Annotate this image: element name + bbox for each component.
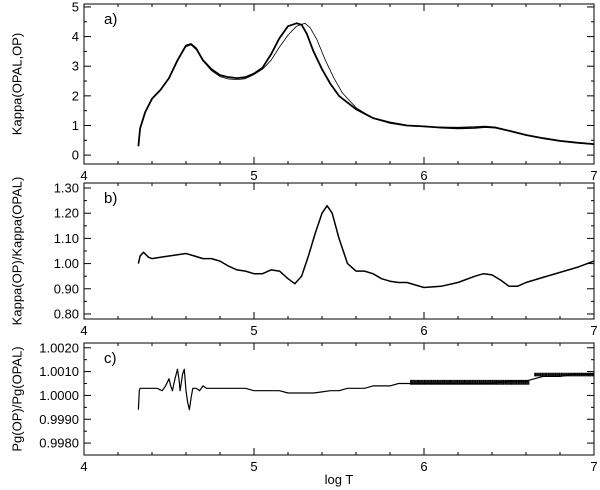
panel-c-noise-band-2 [534,372,594,377]
panel-a-ytick-label: 1 [72,118,79,133]
panel-c-series-1-line [137,368,594,411]
panel-a-ticks: 4 5 6 7 0 1 2 3 4 5 [72,0,598,183]
panel-c-series [137,368,594,411]
panel-a-ytick-label: 5 [72,0,79,14]
panel-b: b) Kappa(OP)/Kappa(OPAL) 4 5 6 7 0.80 0.90 1.0… [10,177,598,338]
panel-b-xtick-label: 7 [590,323,597,338]
panel-b-label: b) [104,190,117,207]
panel-c-xtick-label: 6 [420,459,427,474]
panel-b-ytick-label: 1.20 [54,206,79,221]
panel-c-xtick-label: 7 [590,459,597,474]
panel-c-ytick-label: 1.0000 [39,388,79,403]
panel-b-ylabel: Kappa(OP)/Kappa(OPAL) [10,177,25,326]
panel-b-xtick-label: 4 [80,323,87,338]
panel-c-ytick-label: 0.9990 [39,412,79,427]
panel-a-label: a) [104,11,117,28]
panel-a-xtick-label: 7 [590,168,597,183]
panel-a-series-2-line [138,22,595,147]
panel-c-label: c) [104,350,117,367]
panel-a-xtick-label: 5 [250,168,257,183]
panel-a-xtick-label: 4 [80,168,87,183]
panel-c-ytick-label: 1.0020 [39,340,79,355]
panel-b-xtick-label: 5 [250,323,257,338]
panel-c-ytick-label: 0.9980 [39,436,79,451]
panel-a-ytick-label: 0 [72,148,79,163]
panel-b-ytick-label: 0.80 [54,306,79,321]
panel-c-xtick-label: 5 [250,459,257,474]
panel-b-series-1-line [137,204,595,289]
panel-b-ytick-label: 1.30 [54,181,79,196]
panel-c-frame [83,342,595,456]
panel-a-ylabel: Kappa(OPAL,OP) [10,33,25,135]
panel-b-ytick-label: 1.00 [54,256,79,271]
panel-b-xtick-label: 6 [420,323,427,338]
panel-c-xtick-label: 4 [80,459,87,474]
panel-b-frame [83,182,595,320]
panel-c-ticks: 4 5 6 7 0.9980 0.9990 1.0000 1.0010 1.0020 [39,340,597,474]
panel-a-series-1-line [137,22,595,147]
panel-c-ytick-label: 1.0010 [39,364,79,379]
panel-a-ytick-label: 4 [72,29,79,44]
panel-b-ytick-label: 1.10 [54,231,79,246]
panel-b-ticks: 4 5 6 7 0.80 0.90 1.00 1.10 1.20 1.30 [54,181,598,338]
panel-c-ylabel: Pg(OP)/Pg(OPAL) [10,346,25,451]
panel-a-frame [83,3,595,165]
panel-a: a) Kappa(OPAL,OP) 4 5 6 7 0 1 2 3 4 5 [10,0,598,183]
panel-a-series [137,22,595,147]
panel-b-ytick-label: 0.90 [54,281,79,296]
x-axis-label: log T [325,472,354,487]
panel-a-ytick-label: 3 [72,59,79,74]
panel-b-series [137,204,595,289]
panel-a-xtick-label: 6 [420,168,427,183]
panel-c-noise-band-1 [410,379,530,385]
panel-a-ytick-label: 2 [72,88,79,103]
panel-c: c) Pg(OP)/Pg(OPAL) 4 5 6 7 0.9980 0.9990 1.000… [10,340,598,474]
